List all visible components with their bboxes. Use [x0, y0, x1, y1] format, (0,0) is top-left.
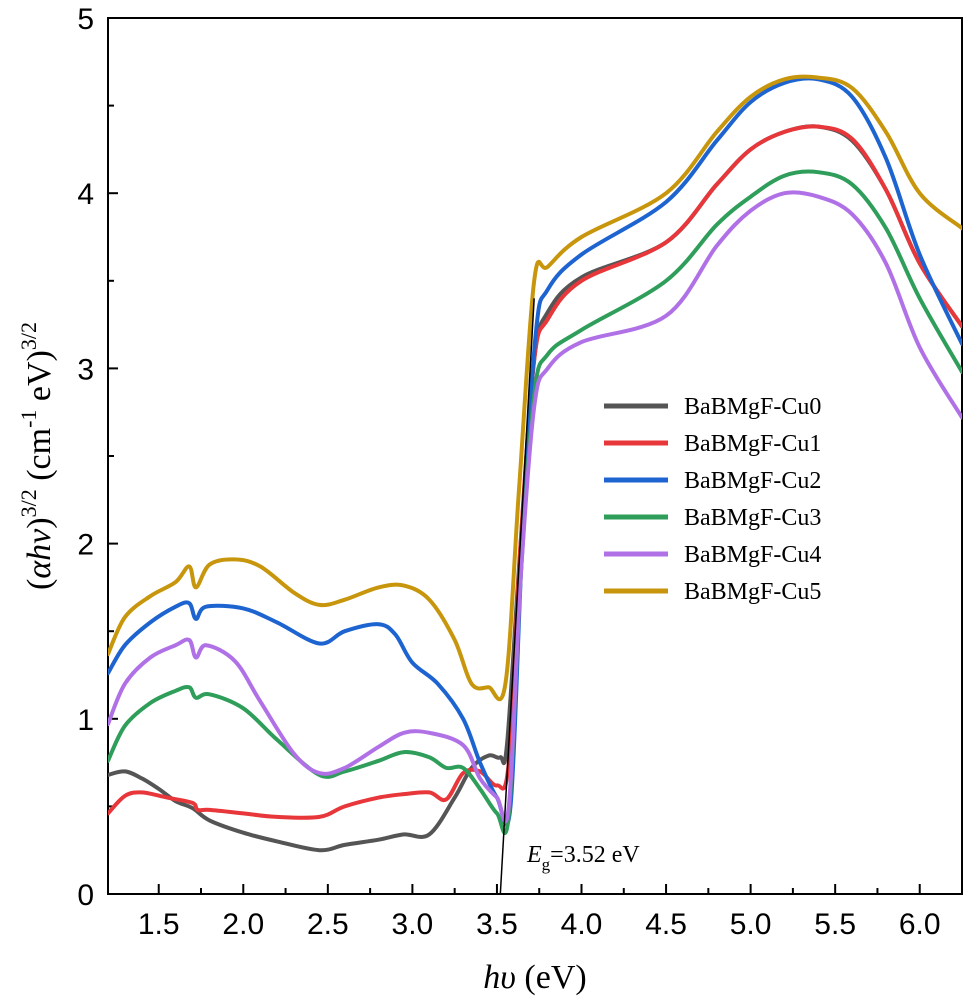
- x-tick-label: 2.0: [222, 908, 264, 941]
- y-tick-label: 1: [77, 704, 94, 737]
- series-line-babmgf-cu2: [108, 76, 962, 827]
- y-title-open: (: [21, 579, 58, 590]
- y-title-var: αhν: [21, 528, 58, 579]
- series-line-babmgf-cu4: [108, 190, 962, 824]
- plot-frame: [107, 17, 963, 895]
- series-line-babmgf-cu5: [108, 74, 962, 702]
- legend-label: BaBMgF-Cu2: [684, 468, 821, 494]
- x-tick-label: 3.0: [392, 908, 434, 941]
- x-axis-tick-labels: 1.5 2.0 2.5 3.0 3.5 4.0 4.5 5.0 5.5 6.0: [138, 908, 941, 941]
- x-axis-ticks: [157, 884, 921, 894]
- x-tick-label: 5.5: [814, 908, 856, 941]
- x-axis-title-var: hυ: [483, 959, 516, 996]
- y-title-unit-mid: eV): [21, 350, 58, 409]
- y-tick-label: 3: [77, 353, 94, 386]
- series-line-babmgf-cu1: [108, 124, 962, 820]
- x-tick-label: 4.5: [645, 908, 687, 941]
- y-axis-title: (αhν)3/2 (cm-1 eV)3/2: [16, 322, 58, 590]
- x-tick-label: 3.5: [476, 908, 518, 941]
- bandgap-sub: g: [542, 855, 551, 874]
- y-tick-label: 0: [77, 879, 94, 912]
- series-group: [108, 74, 962, 853]
- bandgap-annotation: Eg=3.52 eV: [526, 842, 640, 874]
- x-tick-label: 4.0: [561, 908, 603, 941]
- x-tick-label: 1.5: [138, 908, 180, 941]
- y-title-unit-exp: -1: [16, 410, 41, 428]
- y-title-close: ): [21, 517, 58, 528]
- x-tick-label: 5.0: [730, 908, 772, 941]
- y-axis-ticks: [108, 17, 118, 895]
- x-axis-title-unit: (eV): [516, 959, 587, 996]
- legend-label: BaBMgF-Cu0: [684, 394, 821, 420]
- y-tick-label: 2: [77, 529, 94, 562]
- y-title-unit-open: (cm: [21, 428, 58, 489]
- x-axis-title: hυ (eV): [483, 959, 586, 996]
- legend: BaBMgF-Cu0 BaBMgF-Cu1 BaBMgF-Cu2 BaBMgF-Cu3…: [604, 394, 821, 605]
- y-title-exp: 3/2: [16, 489, 41, 517]
- legend-label: BaBMgF-Cu1: [684, 431, 821, 457]
- series-line-babmgf-cu0: [108, 124, 962, 853]
- y-title-unit-exp2: 3/2: [16, 322, 41, 350]
- legend-label: BaBMgF-Cu4: [684, 542, 821, 568]
- x-tick-label: 2.5: [307, 908, 349, 941]
- series-line-babmgf-cu3: [108, 169, 962, 835]
- y-tick-label: 5: [77, 3, 94, 36]
- y-tick-label: 4: [77, 178, 94, 211]
- bandgap-value: =3.52 eV: [550, 842, 640, 868]
- legend-label: BaBMgF-Cu5: [684, 579, 821, 605]
- bandgap-tangent-line: [499, 298, 535, 895]
- y-axis-tick-labels: 0 1 2 3 4 5: [77, 3, 94, 912]
- x-tick-label: 6.0: [899, 908, 941, 941]
- legend-label: BaBMgF-Cu3: [684, 505, 821, 531]
- bandgap-e: E: [526, 842, 542, 868]
